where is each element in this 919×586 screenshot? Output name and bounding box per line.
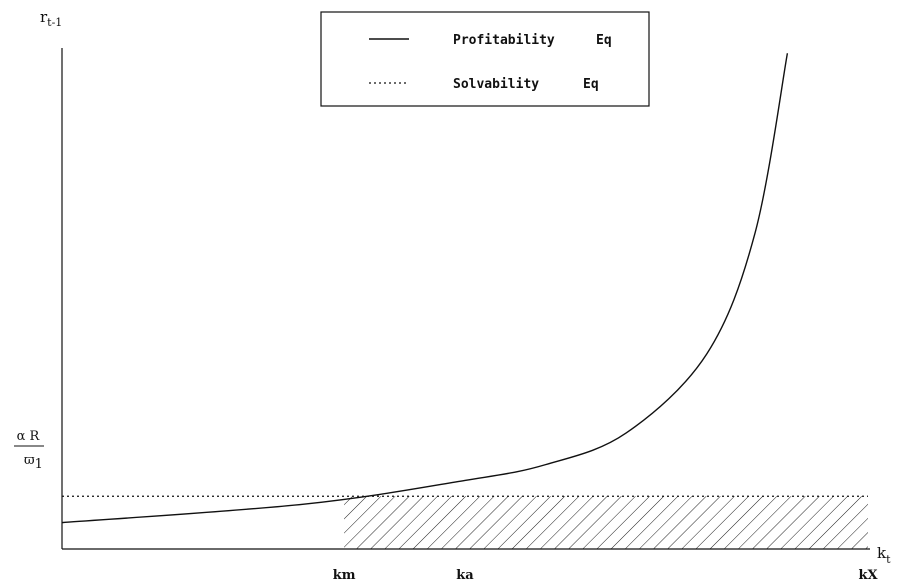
x-tick-label-ka: ka xyxy=(456,568,474,583)
shaded-region xyxy=(344,496,869,549)
legend-label-solvability: Solvability xyxy=(453,77,539,92)
series-line-profitability xyxy=(62,53,789,524)
y-tick-numerator: α R xyxy=(17,429,41,444)
legend: Profitability Eq Solvability Eq xyxy=(320,11,650,107)
y-tick-fraction: α R ϖ1 xyxy=(14,429,44,472)
x-tick-label-kx: kX xyxy=(858,568,878,583)
x-tick-label-km: km xyxy=(333,568,356,583)
x-tick-labels: km ka kX xyxy=(333,568,879,583)
y-tick-denominator: ϖ1 xyxy=(24,453,43,472)
legend-suffix-solvability: Eq xyxy=(583,77,599,92)
x-axis-label: kt xyxy=(877,544,891,566)
legend-box xyxy=(320,11,650,107)
y-axis-label: rt-1 xyxy=(40,8,62,29)
legend-suffix-profitability: Eq xyxy=(596,33,612,48)
legend-label-profitability: Profitability xyxy=(453,33,555,48)
series-layer xyxy=(62,53,868,524)
